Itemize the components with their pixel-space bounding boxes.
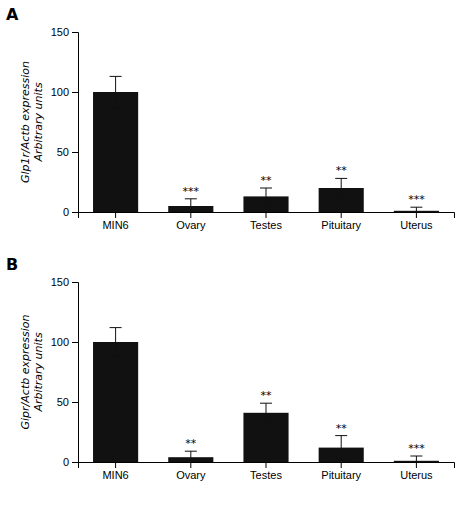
error-bar — [260, 403, 272, 422]
x-axis-line — [79, 463, 455, 469]
y-axis-title: Arbitrary units — [32, 332, 45, 413]
x-tick-mark — [416, 212, 417, 218]
x-tick-label: Pituitary — [321, 469, 361, 481]
x-tick-label: Ovary — [176, 219, 206, 231]
panel: 0 50 100 150 MIN6 Ovary Testes Pituitary Uterus *… — [6, 255, 455, 481]
panel-label: B — [6, 255, 18, 274]
y-tick-mark — [72, 342, 78, 343]
x-tick: Testes — [250, 462, 282, 481]
y-tick-mark — [72, 282, 78, 283]
x-tick: Uterus — [400, 212, 433, 231]
significance-label: ** — [185, 437, 197, 450]
significance-label: ** — [336, 422, 348, 435]
y-tick-label: 50 — [57, 146, 69, 158]
y-tick-label: 100 — [51, 86, 69, 98]
y-tick-mark — [72, 402, 78, 403]
error-bar — [335, 178, 347, 197]
x-axis: MIN6 Ovary Testes Pituitary Uterus — [79, 462, 455, 481]
x-axis: MIN6 Ovary Testes Pituitary Uterus — [79, 212, 455, 231]
x-tick-label: Testes — [250, 219, 282, 231]
marks — [93, 328, 439, 462]
marks — [93, 76, 439, 212]
y-tick-label: 150 — [51, 26, 69, 38]
error-bar — [260, 188, 272, 205]
y-tick-label: 0 — [63, 456, 69, 468]
y-tick-mark — [72, 32, 78, 33]
bar — [93, 92, 138, 212]
y-tick-mark — [72, 212, 78, 213]
x-tick-label: MIN6 — [102, 219, 128, 231]
y-tick: 50 — [57, 146, 78, 158]
y-tick: 150 — [51, 276, 78, 288]
x-tick: Pituitary — [321, 462, 361, 481]
significance-label: ** — [336, 164, 348, 177]
y-axis-title: Gipr/Actb expression — [19, 315, 32, 430]
x-tick-label: Testes — [250, 469, 282, 481]
y-axis-title: Arbitrary units — [32, 82, 45, 163]
y-tick: 100 — [51, 86, 78, 98]
bar — [93, 342, 138, 462]
x-tick-label: Pituitary — [321, 219, 361, 231]
x-tick: Pituitary — [321, 212, 361, 231]
panel-label: A — [6, 5, 19, 24]
x-tick: Ovary — [176, 212, 206, 231]
significance-label: ** — [261, 174, 273, 187]
panel: 0 50 100 150 MIN6 Ovary Testes Pituitary Uterus *… — [6, 5, 455, 231]
y-tick: 50 — [57, 396, 78, 408]
significance-label: ** — [261, 389, 273, 402]
x-tick-mark — [341, 212, 342, 218]
x-tick-mark — [115, 462, 116, 468]
y-tick: 100 — [51, 336, 78, 348]
x-tick: Ovary — [176, 462, 206, 481]
y-tick-label: 0 — [63, 206, 69, 218]
y-axis: 0 50 100 150 — [51, 276, 79, 468]
x-tick: Uterus — [400, 462, 433, 481]
x-tick: MIN6 — [102, 212, 128, 231]
y-tick-label: 50 — [57, 396, 69, 408]
y-tick-mark — [72, 152, 78, 153]
error-bar — [110, 328, 122, 357]
y-axis: 0 50 100 150 — [51, 26, 79, 218]
x-tick-mark — [115, 212, 116, 218]
significance-label: *** — [408, 193, 425, 206]
x-tick-label: MIN6 — [102, 469, 128, 481]
y-axis-title: Glp1r/Actb expression — [19, 61, 32, 183]
error-bar — [410, 456, 422, 462]
chart-root: 0 50 100 150 MIN6 Ovary Testes Pituitary Uterus *… — [0, 0, 474, 512]
y-axis-line — [72, 33, 79, 213]
significance-label: *** — [408, 442, 425, 455]
x-axis-line — [79, 213, 455, 219]
y-tick-mark — [72, 462, 78, 463]
error-bar — [185, 199, 197, 212]
error-bar — [110, 76, 122, 107]
y-tick: 0 — [63, 456, 78, 468]
x-tick: Testes — [250, 212, 282, 231]
x-tick-label: Uterus — [400, 219, 433, 231]
x-tick: MIN6 — [102, 462, 128, 481]
x-tick-mark — [266, 462, 267, 468]
y-tick: 0 — [63, 206, 78, 218]
y-tick: 150 — [51, 26, 78, 38]
x-tick-mark — [190, 462, 191, 468]
y-tick-mark — [72, 92, 78, 93]
y-tick-label: 100 — [51, 336, 69, 348]
x-tick-mark — [341, 462, 342, 468]
y-tick-label: 150 — [51, 276, 69, 288]
significance-label: *** — [183, 185, 200, 198]
x-tick-label: Uterus — [400, 469, 433, 481]
x-tick-label: Ovary — [176, 469, 206, 481]
error-bar — [335, 436, 347, 460]
error-bar — [185, 451, 197, 462]
x-tick-mark — [190, 212, 191, 218]
y-axis-line — [72, 283, 79, 463]
x-tick-mark — [266, 212, 267, 218]
x-tick-mark — [416, 462, 417, 468]
error-bar — [410, 207, 422, 212]
